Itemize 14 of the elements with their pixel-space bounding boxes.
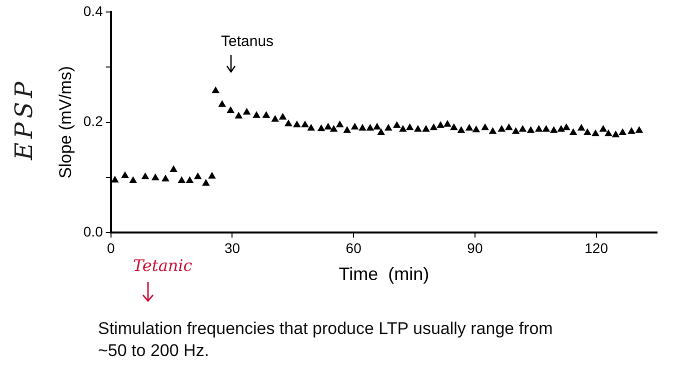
x-tick-label: 90 (467, 240, 483, 256)
y-tick-label: 0.0 (83, 223, 104, 240)
y-tick-label: 0.4 (83, 2, 104, 19)
annotation: Tetanus (221, 33, 274, 50)
text: Tetanic (133, 256, 192, 275)
text: Stimulation frequencies that produce LTP usually range from ~50 to 200 Hz. (98, 318, 554, 362)
x-axis-title: Time (min) (338, 264, 430, 284)
y-tick-label: 0.2 (83, 113, 104, 130)
x-tick-label: 120 (584, 240, 608, 256)
x-tick-label: 30 (224, 240, 240, 256)
y-axis-title: Slope (mV/ms) (56, 66, 75, 179)
x-tick-label: 60 (346, 240, 362, 256)
x-tick-label: 0 (106, 240, 115, 256)
text: EPSP (10, 78, 38, 160)
